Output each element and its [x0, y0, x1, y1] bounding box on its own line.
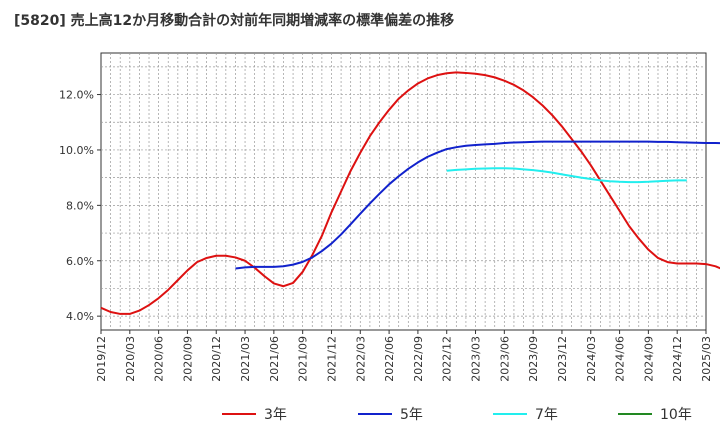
y-tick-label: 12.0% — [59, 89, 94, 102]
x-tick-label: 2020/12 — [210, 336, 223, 382]
x-tick-label: 2022/12 — [441, 336, 454, 382]
chart-title: [5820] 売上高12か月移動合計の対前年同期増減率の標準偏差の推移 — [14, 13, 455, 29]
x-tick-label: 2024/12 — [671, 336, 684, 382]
series-line-2 — [235, 140, 720, 270]
plot-area — [100, 52, 707, 331]
x-tick-label: 2023/03 — [470, 336, 483, 382]
legend-label-1: 3年 — [264, 407, 287, 423]
x-tick-label: 2021/03 — [239, 336, 252, 382]
y-tick-label: 10.0% — [59, 144, 94, 157]
y-tick-label: 8.0% — [66, 199, 94, 212]
x-tick-label: 2021/06 — [268, 336, 281, 382]
x-tick-label: 2024/06 — [614, 336, 627, 382]
y-tick-label: 4.0% — [66, 310, 94, 323]
legend-label-3: 7年 — [535, 407, 558, 423]
x-tick-label: 2024/03 — [585, 336, 598, 382]
legend-label-4: 10年 — [660, 407, 692, 423]
series-line-1 — [100, 71, 720, 315]
legend-label-2: 5年 — [400, 407, 423, 423]
x-tick-label: 2021/09 — [297, 336, 310, 382]
x-tick-label: 2023/09 — [527, 336, 540, 382]
x-tick-label: 2023/12 — [556, 336, 569, 382]
y-tick-label: 6.0% — [66, 255, 94, 268]
x-tick-label: 2021/12 — [325, 336, 338, 382]
x-tick-label: 2024/09 — [642, 336, 655, 382]
x-tick-label: 2022/09 — [412, 336, 425, 382]
x-tick-label: 2020/09 — [181, 336, 194, 382]
series-line-3 — [446, 167, 687, 184]
x-tick-label: 2020/06 — [153, 336, 166, 382]
x-tick-label: 2020/03 — [124, 336, 137, 382]
x-tick-label: 2023/06 — [498, 336, 511, 382]
x-tick-label: 2019/12 — [95, 336, 108, 382]
x-tick-label: 2022/03 — [354, 336, 367, 382]
x-tick-label: 2022/06 — [383, 336, 396, 382]
x-tick-label: 2025/03 — [700, 336, 713, 382]
